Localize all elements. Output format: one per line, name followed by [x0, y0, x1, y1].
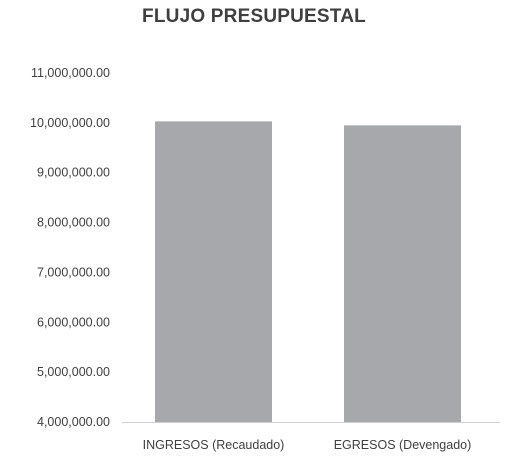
chart-title: FLUJO PRESUPUESTAL	[142, 6, 366, 27]
y-tick-label: 4,000,000.00	[37, 415, 110, 429]
bar	[155, 121, 272, 423]
x-tick-label: INGRESOS (Recaudado)	[143, 438, 285, 452]
y-tick-label: 5,000,000.00	[37, 365, 110, 379]
y-tick-label: 7,000,000.00	[37, 265, 110, 279]
y-tick-label: 8,000,000.00	[37, 216, 110, 230]
y-tick-label: 9,000,000.00	[37, 166, 110, 180]
bar	[344, 125, 461, 422]
x-tick-label: EGRESOS (Devengado)	[334, 438, 472, 452]
y-tick-label: 10,000,000.00	[30, 116, 110, 130]
y-tick-label: 6,000,000.00	[37, 315, 110, 329]
y-tick-label: 11,000,000.00	[31, 66, 110, 80]
